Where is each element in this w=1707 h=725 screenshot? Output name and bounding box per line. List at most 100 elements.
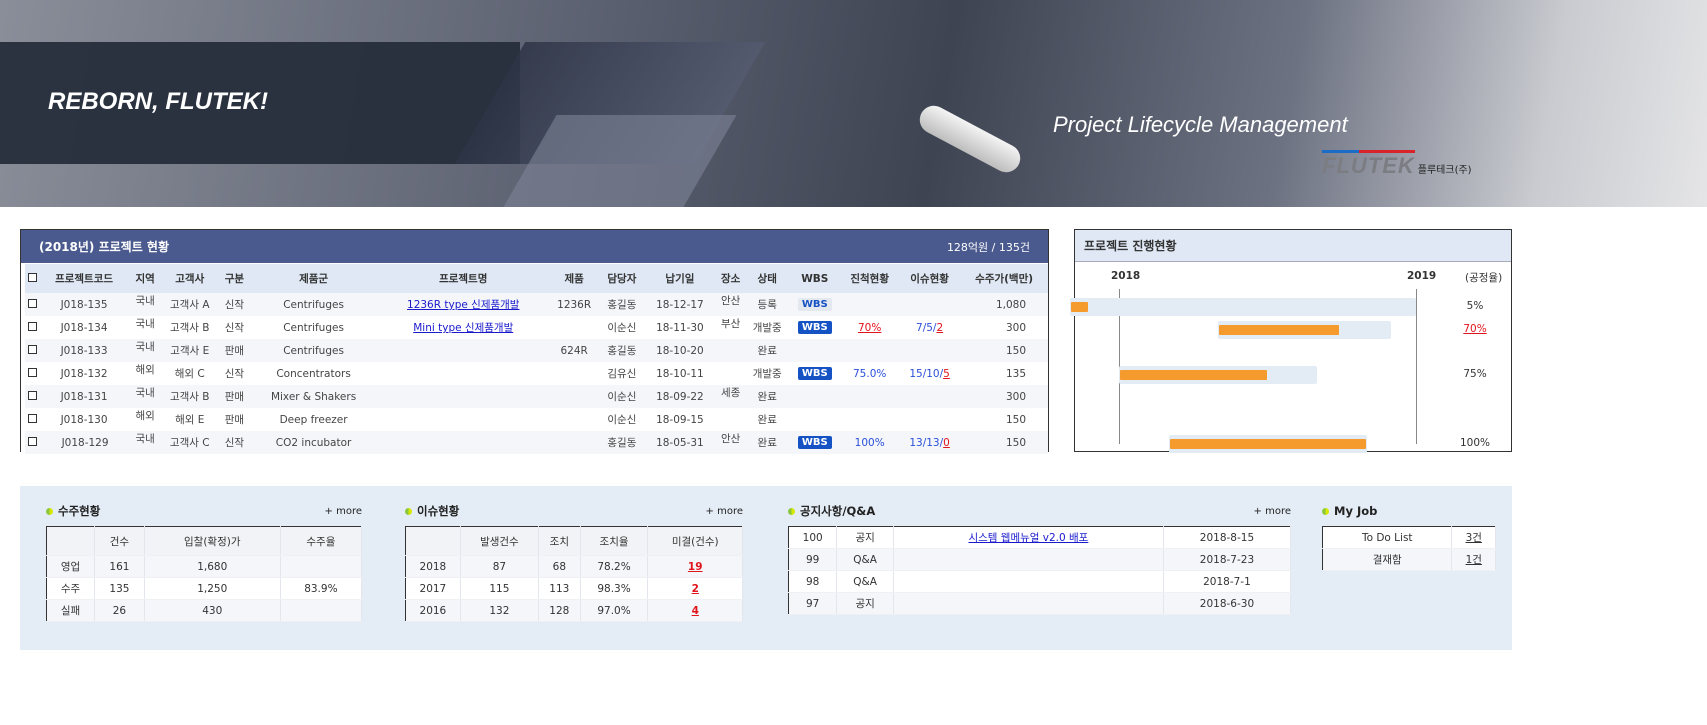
job-count-link[interactable]: 3건 bbox=[1465, 532, 1482, 544]
table-cell bbox=[893, 570, 1164, 593]
cell-product bbox=[548, 431, 600, 454]
column-header: 수주율 bbox=[280, 526, 363, 556]
table-cell: 430 bbox=[144, 599, 281, 622]
open-issue-link[interactable]: 19 bbox=[687, 560, 703, 573]
order-rate: 83.9% bbox=[280, 577, 363, 600]
banner-band bbox=[0, 42, 520, 164]
row-checkbox[interactable] bbox=[23, 385, 40, 408]
cell-product bbox=[548, 362, 600, 385]
open-issue-count[interactable]: 0 bbox=[943, 436, 950, 449]
gantt-track bbox=[1069, 298, 1416, 316]
cell-progress: 100% bbox=[840, 431, 899, 454]
cell-region: 국내 bbox=[130, 385, 160, 408]
gantt-chart: 2018 2019 (공정율) 5% 70% 75% 100% bbox=[1069, 262, 1511, 453]
open-issue-link[interactable]: 2 bbox=[691, 582, 699, 595]
table-cell: 2016 bbox=[405, 599, 461, 622]
wbs-button[interactable]: WBS bbox=[797, 436, 832, 449]
cell-wbs: WBS bbox=[789, 293, 841, 316]
wbs-button[interactable]: WBS bbox=[797, 321, 832, 334]
progress-rate: 70% bbox=[1463, 322, 1487, 335]
cell-group: CO2 incubator bbox=[249, 431, 379, 454]
table-cell: 실패 bbox=[46, 599, 96, 622]
column-header: WBS bbox=[789, 264, 841, 293]
wbs-button[interactable]: WBS bbox=[797, 298, 832, 311]
cell-product bbox=[548, 316, 600, 339]
table-cell: 135 bbox=[94, 577, 145, 600]
project-table: 프로젝트코드 지역 고객사 구분 제품군 프로젝트명 제품 담당자 납기일 장소 상태 WBS 진척현황… bbox=[21, 264, 1048, 454]
orders-widget: 수주현황 + more 건수 입찰(확정)가 수주율 영업 161 1,680 수주 135 1,… bbox=[46, 502, 363, 622]
cell-owner: 홍길동 bbox=[599, 293, 644, 316]
cell-group: Mixer & Shakers bbox=[249, 385, 379, 408]
table-row: J018-132 해외 해외 C 신작 Concentrators 김유신 18-10-11… bbox=[23, 362, 1048, 385]
cell-owner: 홍길동 bbox=[599, 431, 644, 454]
issue-counts: 7/5/ bbox=[916, 321, 937, 334]
more-link[interactable]: + more bbox=[324, 505, 362, 517]
table-cell: 1,250 bbox=[144, 577, 281, 600]
cell-amount: 150 bbox=[960, 339, 1048, 362]
cell-amount: 135 bbox=[1005, 367, 1026, 380]
cell-progress: 70% bbox=[840, 316, 899, 339]
table-cell: 2018-6-30 bbox=[1163, 592, 1292, 615]
column-header: 프로젝트명 bbox=[378, 264, 549, 293]
table-row: J018-129 국내 고객사 C 신작 CO2 incubator 홍길동 18-05-3… bbox=[23, 431, 1048, 454]
cell-due: 18-05-31 bbox=[643, 431, 716, 454]
project-name-link[interactable]: 1236R type 신제품개발 bbox=[407, 299, 520, 311]
cell-due: 18-09-22 bbox=[643, 385, 716, 408]
row-checkbox[interactable] bbox=[23, 293, 40, 316]
column-header: 이슈현황 bbox=[898, 264, 961, 293]
cell-issue: 7/5/2 bbox=[899, 316, 960, 339]
cell-name bbox=[378, 385, 549, 408]
more-link[interactable]: + more bbox=[705, 505, 743, 517]
cell-group: Centrifuges bbox=[249, 339, 379, 362]
stylus-image bbox=[914, 100, 1026, 178]
cell-wbs: WBS bbox=[789, 431, 841, 454]
more-link[interactable]: + more bbox=[1253, 505, 1291, 517]
project-name-link[interactable]: Mini type 신제품개발 bbox=[413, 322, 514, 334]
axis-label-end: 2019 bbox=[1407, 270, 1437, 282]
table-row: 100 공지 시스템 웹메뉴얼 v2.0 배포 2018-8-15 bbox=[788, 526, 1292, 549]
cell-place: 부산 bbox=[720, 318, 741, 330]
row-checkbox[interactable] bbox=[23, 339, 40, 362]
progress-rate: 75% bbox=[1463, 368, 1487, 381]
row-checkbox[interactable] bbox=[23, 362, 40, 385]
cell-progress: 75.0% bbox=[840, 362, 899, 385]
table-cell: 영업 bbox=[46, 555, 96, 578]
row-checkbox[interactable] bbox=[23, 431, 40, 454]
cell-progress bbox=[840, 339, 899, 362]
open-issue-count[interactable]: 2 bbox=[936, 321, 944, 334]
notice-title-link[interactable]: 시스템 웹메뉴얼 v2.0 배포 bbox=[968, 532, 1089, 544]
row-checkbox[interactable] bbox=[23, 316, 40, 339]
cell-code: J018-130 bbox=[60, 413, 108, 426]
table-cell: 78.2% bbox=[580, 555, 649, 578]
table-cell: 87 bbox=[460, 555, 540, 578]
cell-amount: 150 bbox=[960, 431, 1048, 454]
row-checkbox[interactable] bbox=[23, 408, 40, 431]
table-row: 2017 115 113 98.3% 2 bbox=[405, 577, 743, 600]
table-cell: Q&A bbox=[836, 548, 894, 571]
table-cell: 128 bbox=[538, 599, 581, 622]
column-header: 담당자 bbox=[599, 264, 644, 293]
column-header: 고객사 bbox=[159, 264, 220, 293]
cell-amount: 150 bbox=[1005, 413, 1026, 426]
table-cell: 132 bbox=[460, 599, 540, 622]
cell-product bbox=[548, 408, 600, 431]
open-issue-link[interactable]: 4 bbox=[691, 604, 699, 617]
job-count-link[interactable]: 1건 bbox=[1465, 554, 1482, 566]
column-header: 입찰(확정)가 bbox=[144, 526, 281, 556]
table-row: 실패 26 430 bbox=[46, 599, 363, 622]
open-issue-count[interactable]: 5 bbox=[943, 367, 950, 380]
cell-region: 국내 bbox=[130, 431, 160, 454]
table-cell: 결재함 bbox=[1322, 548, 1453, 571]
cell-wbs bbox=[789, 408, 840, 431]
cell-owner: 이순신 bbox=[607, 414, 637, 426]
wbs-button[interactable]: WBS bbox=[797, 367, 832, 380]
cell-due: 18-10-11 bbox=[656, 367, 704, 380]
gantt-progress-bar bbox=[1169, 438, 1366, 449]
select-all-checkbox[interactable] bbox=[23, 264, 40, 293]
cell-progress bbox=[840, 293, 899, 316]
axis-label-start: 2018 bbox=[1111, 270, 1141, 282]
cell-status: 완료 bbox=[745, 431, 790, 454]
gantt-progress-bar bbox=[1120, 370, 1267, 381]
cell-group: Deep freezer bbox=[279, 413, 348, 426]
cell-status: 완료 bbox=[757, 414, 777, 426]
